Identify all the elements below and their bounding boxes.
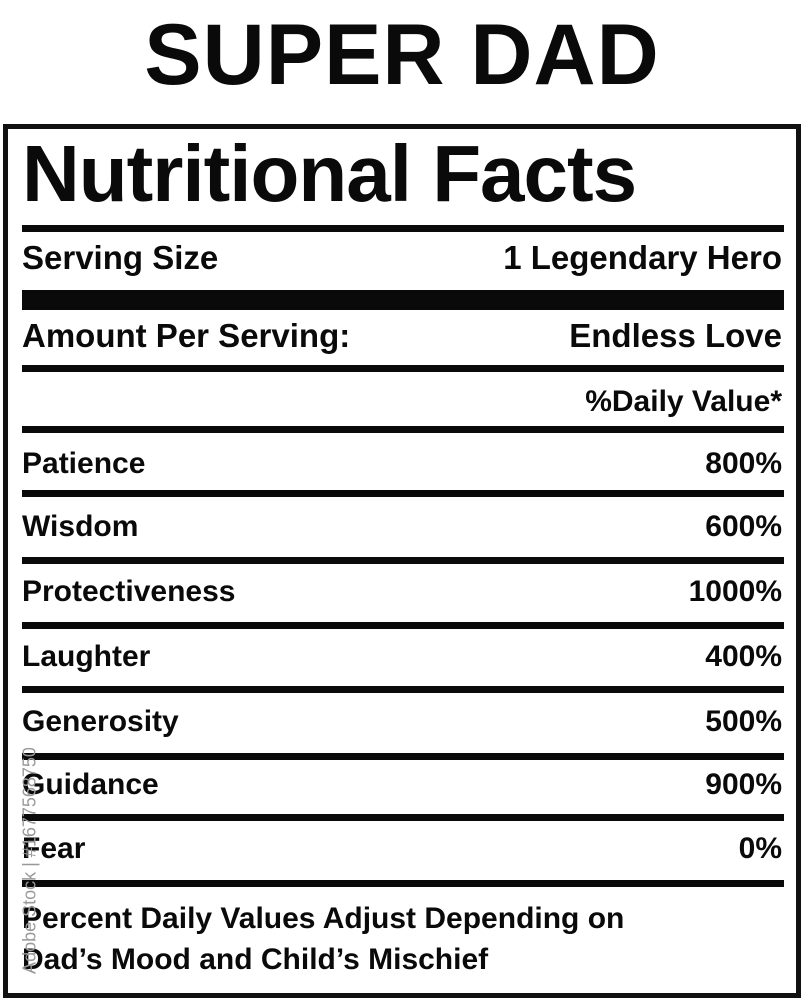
- thick-divider: [22, 290, 784, 310]
- amount-label: Amount Per Serving:: [22, 317, 351, 354]
- divider: [22, 686, 784, 693]
- footnote: Percent Daily Values Adjust Depending on…: [22, 898, 792, 980]
- divider: [22, 753, 784, 760]
- nutrient-value: 500%: [705, 705, 782, 738]
- nutrient-value: 800%: [705, 447, 782, 480]
- nutrient-row: Generosity 500%: [22, 702, 782, 742]
- serving-size-value: 1 Legendary Hero: [503, 239, 782, 276]
- nutrient-row: Fear 0%: [22, 829, 782, 869]
- nutrient-value: 900%: [705, 768, 782, 801]
- divider: [22, 814, 784, 821]
- nutrient-name: Protectiveness: [22, 575, 236, 608]
- footnote-line-1: Percent Daily Values Adjust Depending on: [22, 902, 625, 935]
- page-title: SUPER DAD: [144, 7, 660, 103]
- nutrient-name: Patience: [22, 447, 146, 480]
- divider: [22, 225, 784, 232]
- divider: [22, 557, 784, 564]
- serving-size-row: Serving Size 1 Legendary Hero: [22, 238, 782, 278]
- footnote-line-2: Dad’s Mood and Child’s Mischief: [22, 943, 489, 976]
- nutrient-name: Fear: [22, 832, 86, 865]
- nutrient-row: Patience 800%: [22, 444, 782, 484]
- nutrient-name: Wisdom: [22, 510, 139, 543]
- nutrient-name: Guidance: [22, 768, 159, 801]
- divider: [22, 622, 784, 629]
- serving-size-label: Serving Size: [22, 239, 219, 276]
- nutrient-row: Protectiveness 1000%: [22, 572, 782, 612]
- divider: [22, 365, 784, 372]
- nutrient-row: Guidance 900%: [22, 765, 782, 805]
- nutrition-label-frame: [3, 124, 801, 998]
- nutrient-value: 1000%: [688, 575, 782, 608]
- watermark: Adobe Stock | #1677568750: [19, 747, 40, 974]
- divider: [22, 490, 784, 497]
- label-heading: Nutritional Facts: [22, 129, 637, 218]
- daily-value-header: %Daily Value*: [585, 385, 782, 418]
- amount-per-serving-row: Amount Per Serving: Endless Love: [22, 316, 782, 356]
- divider: [22, 426, 784, 433]
- nutrient-value: 600%: [705, 510, 782, 543]
- nutrient-row: Laughter 400%: [22, 637, 782, 677]
- nutrient-value: 0%: [738, 832, 782, 865]
- divider: [22, 880, 784, 887]
- nutrient-name: Generosity: [22, 705, 179, 738]
- daily-value-header-row: %Daily Value*: [22, 382, 782, 422]
- nutrient-value: 400%: [705, 640, 782, 673]
- nutrient-row: Wisdom 600%: [22, 507, 782, 547]
- amount-value: Endless Love: [569, 317, 782, 354]
- nutrient-name: Laughter: [22, 640, 151, 673]
